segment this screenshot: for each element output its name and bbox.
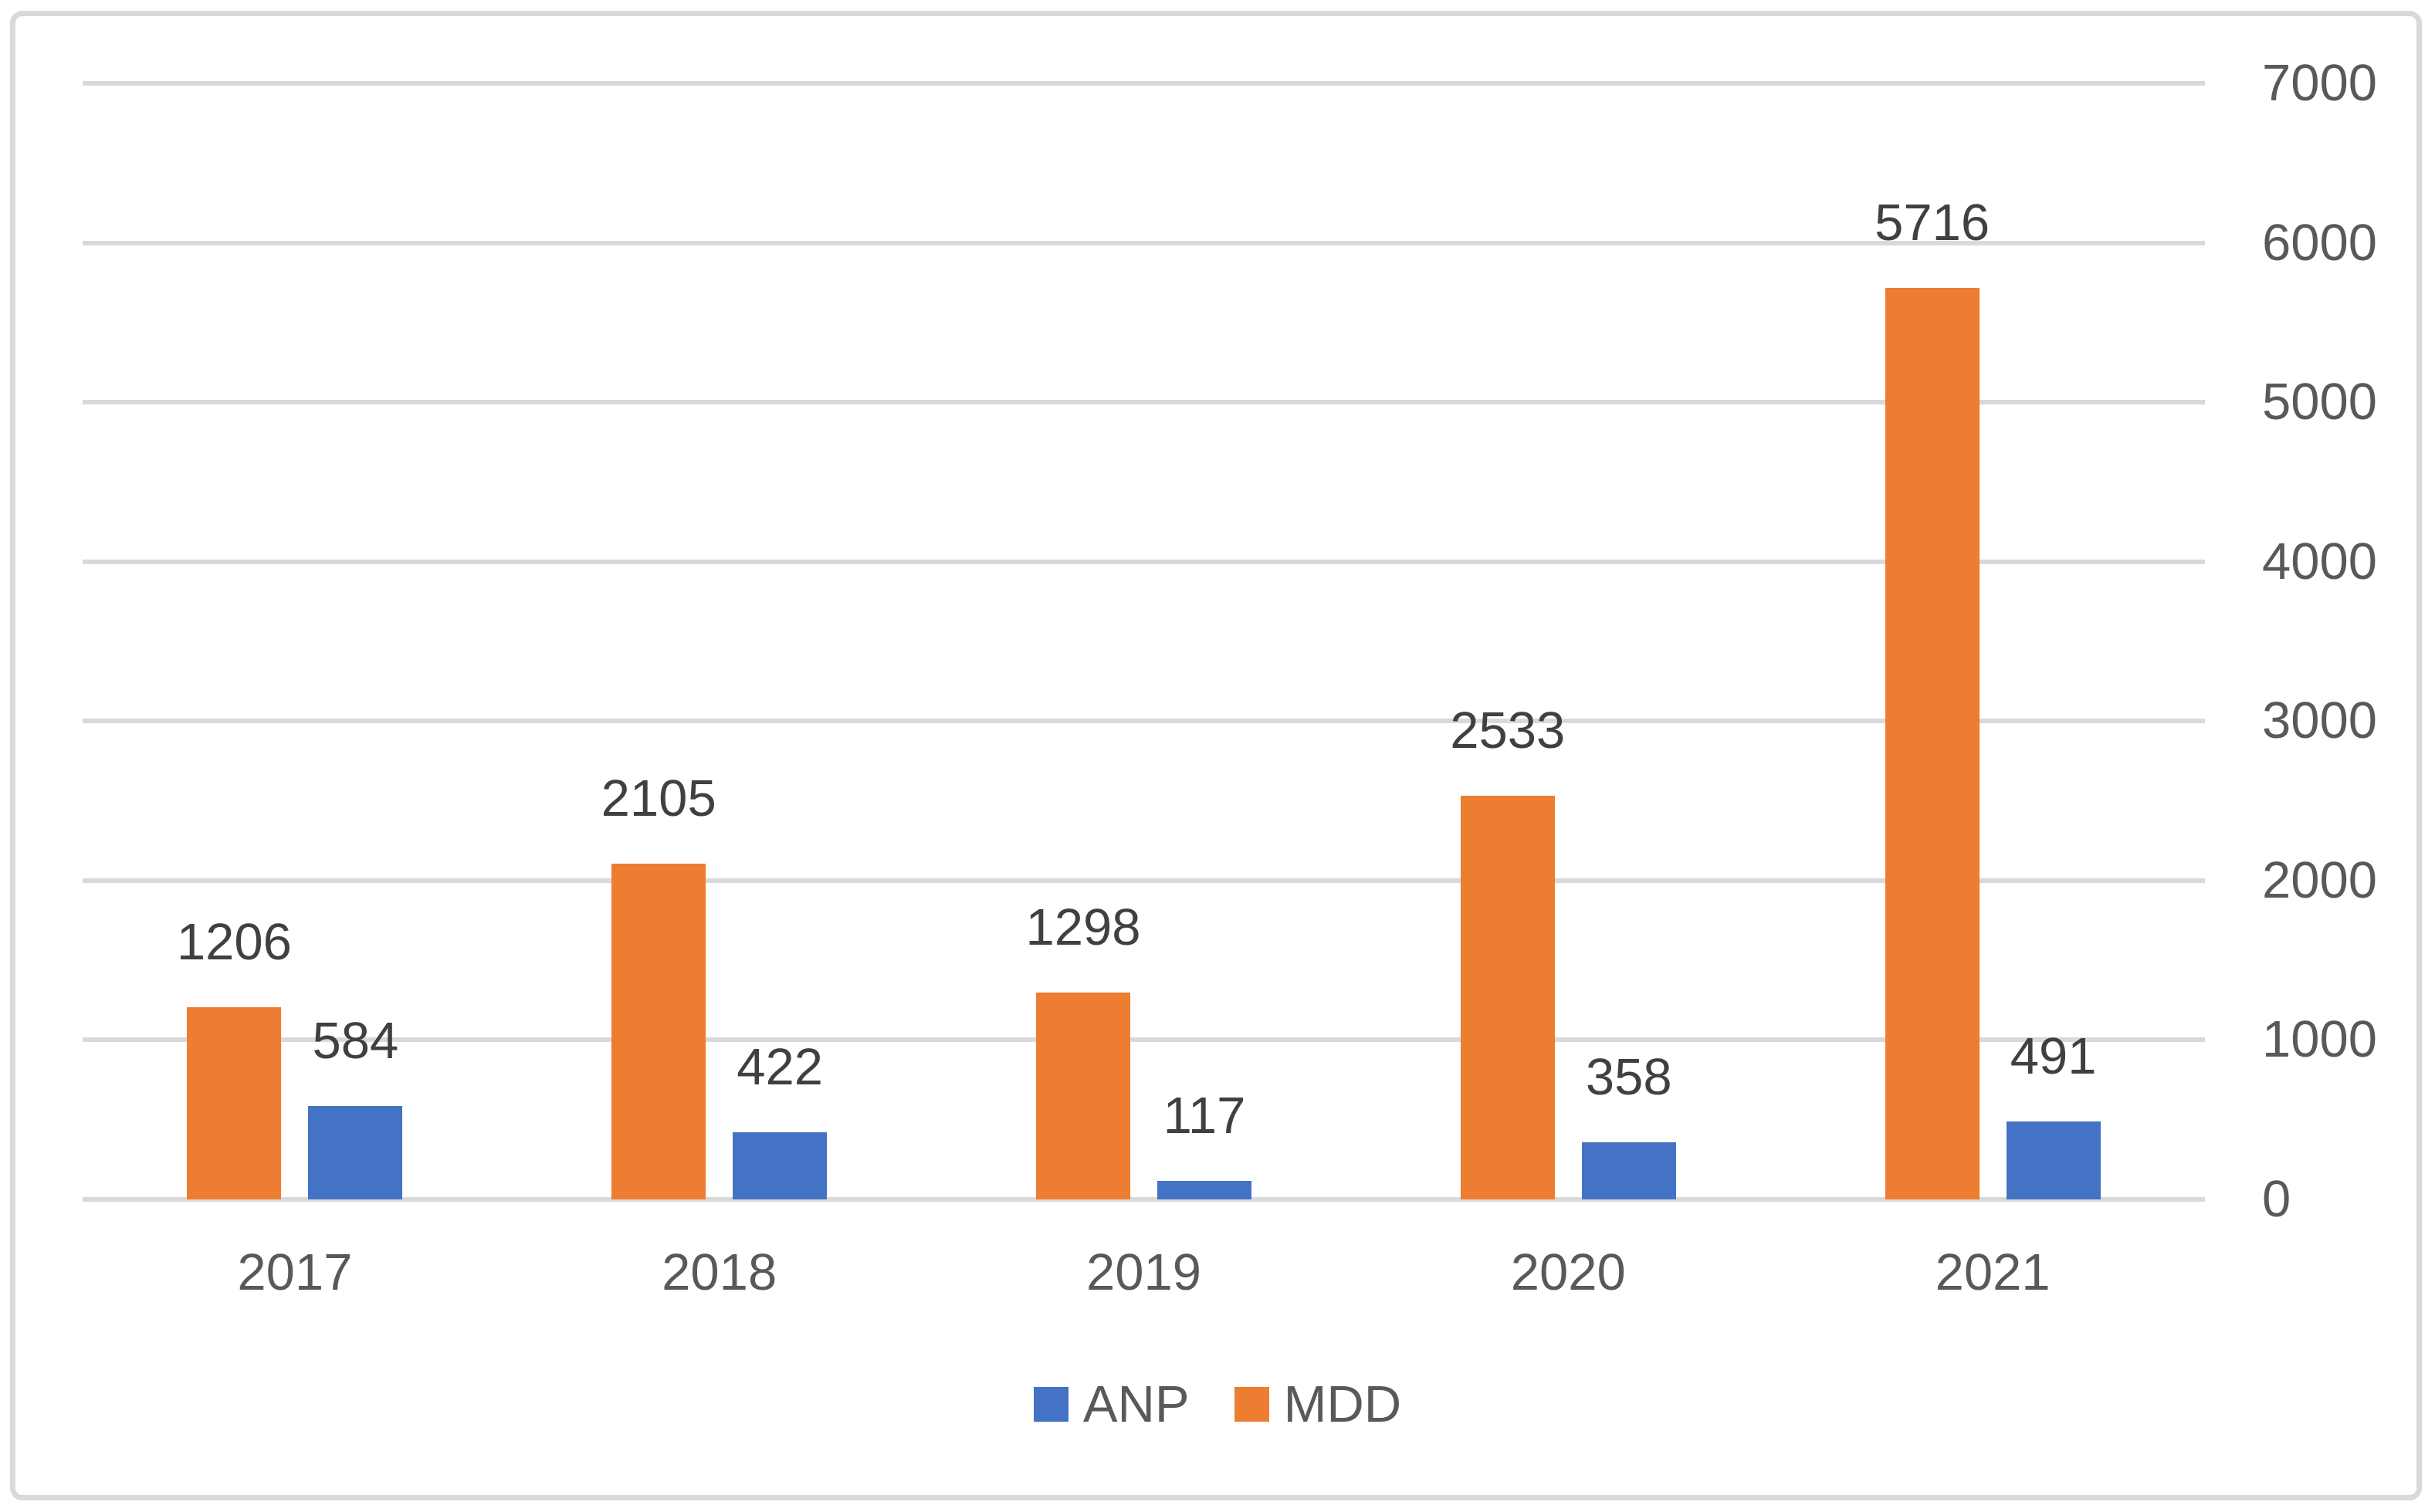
legend-item-anp: ANP [1033, 1375, 1190, 1433]
y-tick-label: 2000 [2262, 851, 2378, 909]
bar-mdd-2020 [1460, 795, 1555, 1199]
y-tick-label: 0 [2262, 1170, 2291, 1228]
legend-label-mdd: MDD [1283, 1375, 1402, 1433]
bar-anp-2019 [1157, 1180, 1251, 1199]
x-category-label-2020: 2020 [1510, 1243, 1626, 1301]
data-label-anp-2017: 584 [312, 1012, 399, 1071]
x-category-label-2017: 2017 [237, 1243, 353, 1301]
legend-swatch-anp [1033, 1387, 1068, 1422]
y-tick-label: 3000 [2262, 692, 2378, 750]
gridline-7000 [83, 81, 2205, 86]
data-label-mdd-2018: 2105 [601, 770, 716, 828]
legend-swatch-mdd [1234, 1387, 1269, 1422]
chart-frame-border [10, 11, 2422, 1500]
data-label-anp-2020: 358 [1585, 1048, 1672, 1107]
gridline-1000 [83, 1037, 2205, 1043]
y-tick-label: 4000 [2262, 532, 2378, 590]
y-tick-label: 7000 [2262, 54, 2378, 112]
legend-item-mdd: MDD [1234, 1375, 1402, 1433]
data-label-mdd-2017: 1206 [176, 912, 292, 971]
gridline-0 [83, 1197, 2205, 1202]
data-label-anp-2019: 117 [1163, 1086, 1246, 1145]
legend: ANP MDD [0, 1378, 2435, 1430]
bar-anp-2020 [1581, 1142, 1676, 1199]
data-label-mdd-2020: 2533 [1450, 701, 1566, 759]
gridline-4000 [83, 559, 2205, 564]
gridline-5000 [83, 400, 2205, 405]
y-tick-label: 1000 [2262, 1010, 2378, 1069]
bar-anp-2017 [308, 1106, 403, 1199]
legend-label-anp: ANP [1082, 1375, 1190, 1433]
data-label-mdd-2019: 1298 [1025, 898, 1141, 956]
gridline-2000 [83, 878, 2205, 883]
bar-anp-2021 [2006, 1121, 2101, 1199]
bar-mdd-2019 [1036, 992, 1130, 1199]
data-label-mdd-2021: 5716 [1875, 194, 1990, 252]
bar-mdd-2021 [1885, 288, 1979, 1199]
x-category-label-2021: 2021 [1935, 1243, 2051, 1301]
bar-anp-2018 [733, 1131, 828, 1199]
data-label-anp-2021: 491 [2010, 1027, 2097, 1085]
bar-mdd-2017 [187, 1006, 282, 1199]
bar-mdd-2018 [611, 864, 706, 1199]
data-label-anp-2018: 422 [737, 1037, 824, 1096]
y-tick-label: 5000 [2262, 373, 2378, 431]
x-category-label-2019: 2019 [1085, 1243, 1202, 1301]
gridline-6000 [83, 240, 2205, 245]
y-tick-label: 6000 [2262, 213, 2378, 272]
gridline-3000 [83, 719, 2205, 724]
x-category-label-2018: 2018 [662, 1243, 777, 1301]
